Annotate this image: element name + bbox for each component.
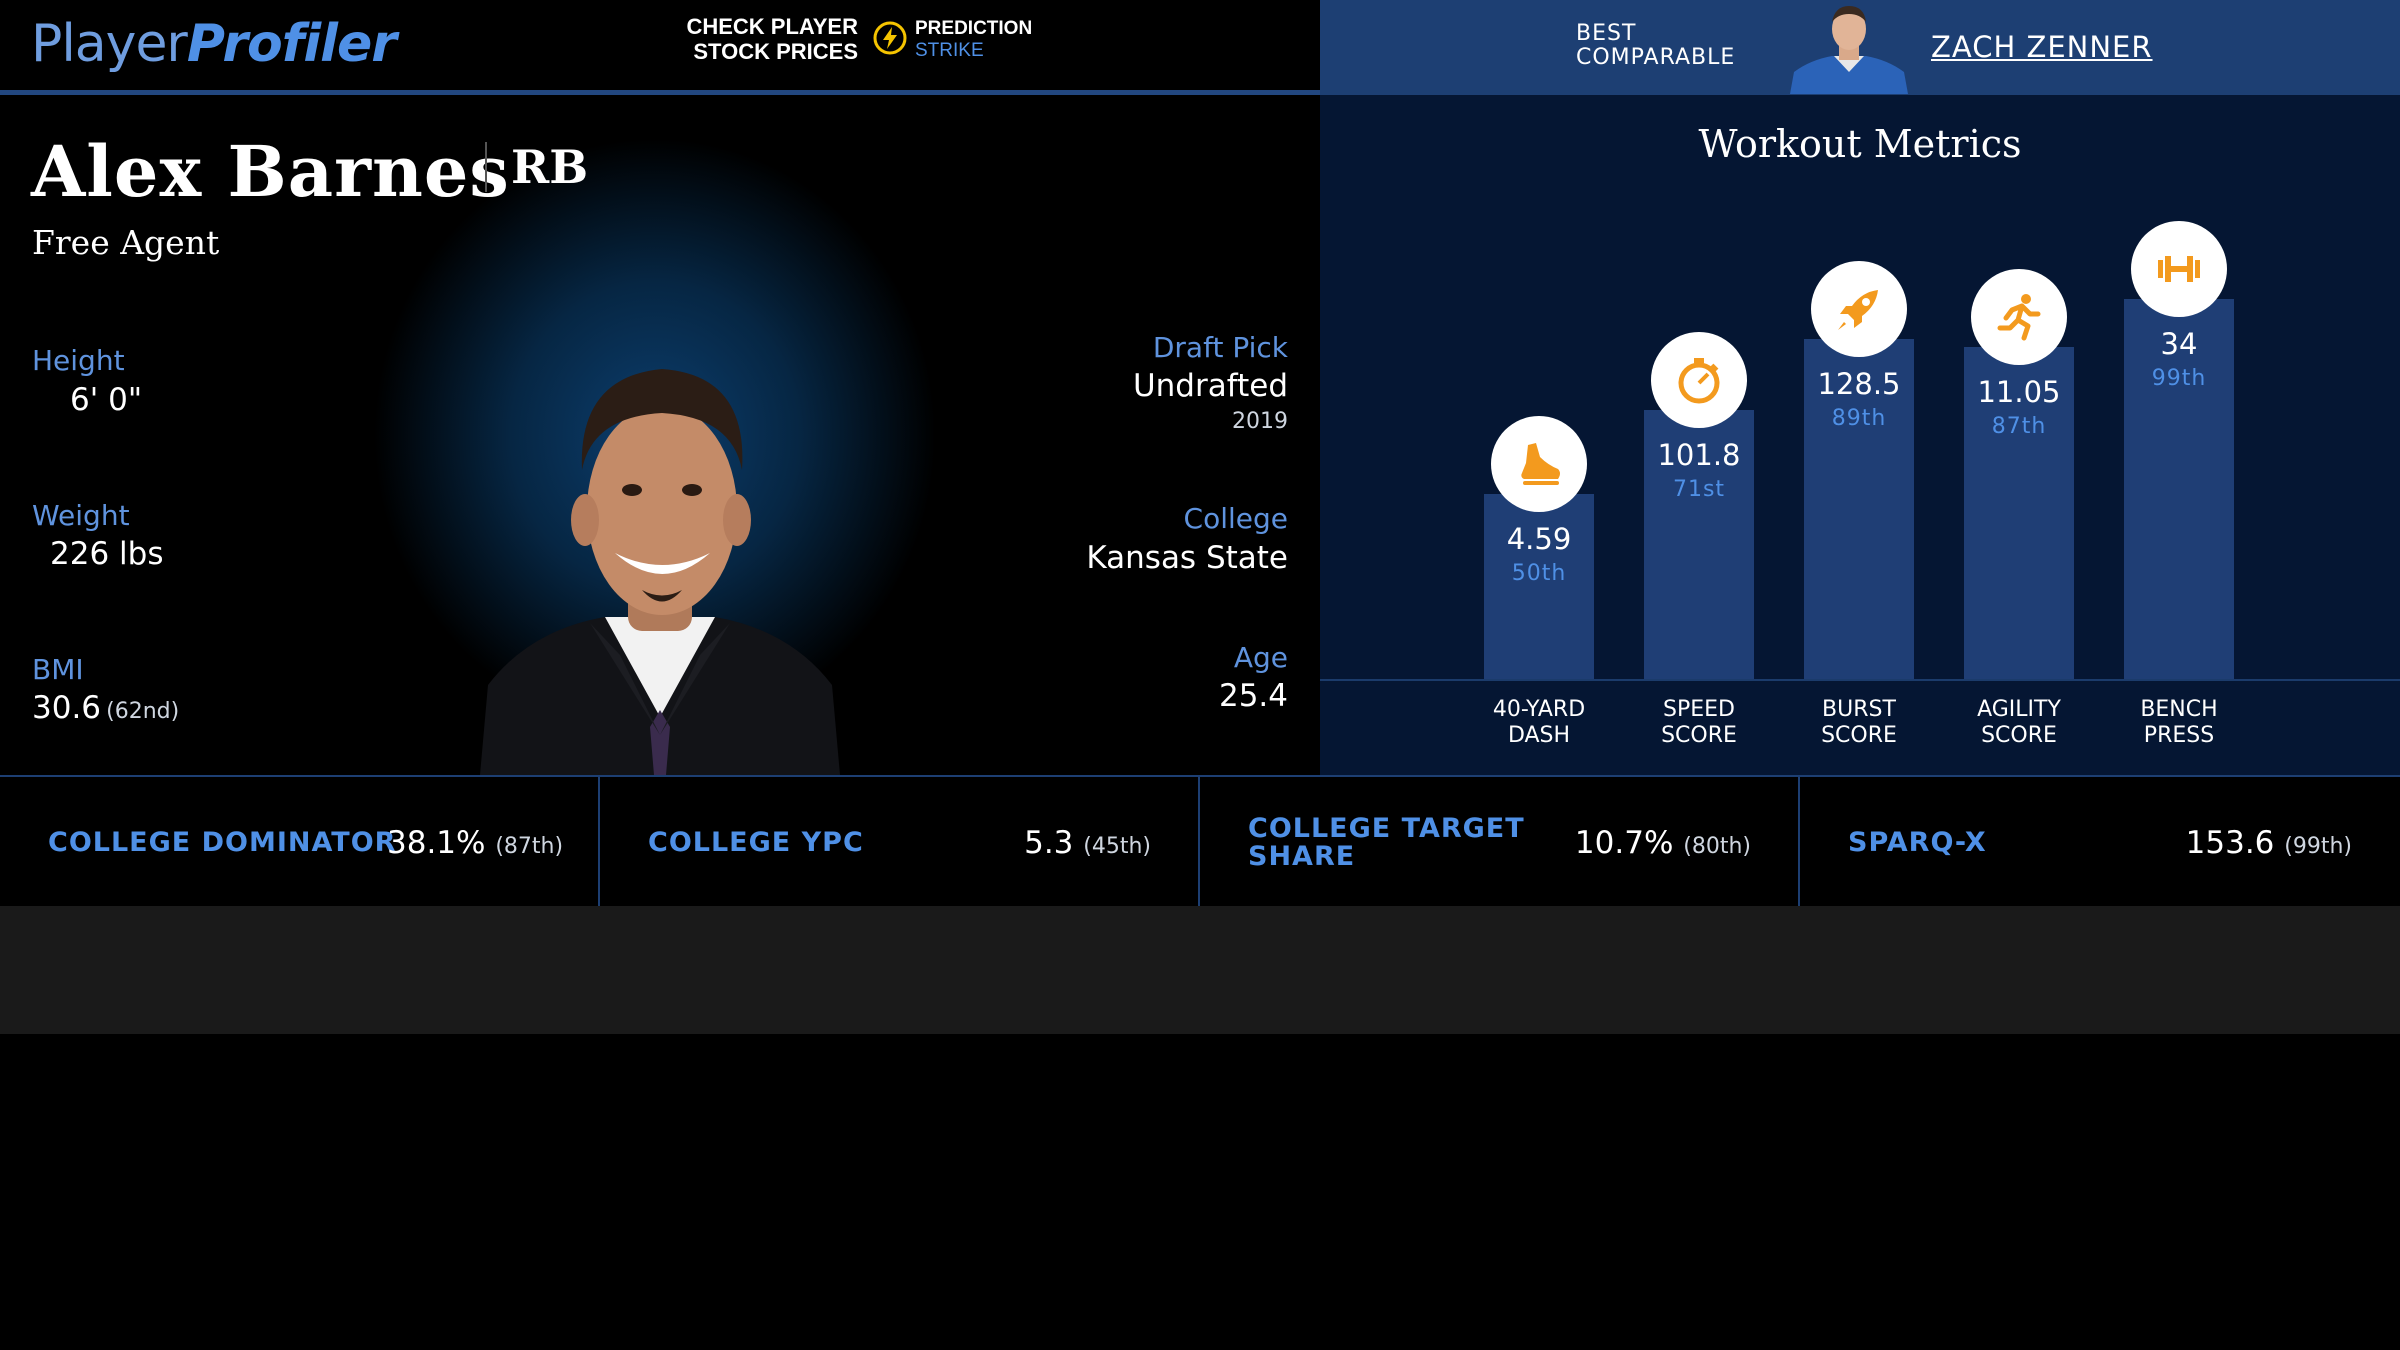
divider <box>1798 777 1800 906</box>
player-position: RB <box>511 140 589 194</box>
metric-icon-badge <box>2131 221 2227 317</box>
player-team: Free Agent <box>32 223 220 262</box>
height-label: Height <box>32 344 125 377</box>
metric-value: 34 <box>2160 327 2198 361</box>
college-dominator-label: COLLEGE DOMINATOR <box>48 827 397 858</box>
draft-pick-value: Undrafted <box>1132 368 1288 404</box>
metric-percentile: 50th <box>1511 561 1567 586</box>
metric-value: 4.59 <box>1506 522 1572 556</box>
metric-icon-badge <box>1651 332 1747 429</box>
workout-title: Workout Metrics <box>1698 122 2022 166</box>
metric-bar <box>1964 346 2074 679</box>
draft-year: 2019 <box>1232 409 1288 434</box>
metric-label: SPEED SCORE <box>1661 697 1737 748</box>
height-value: 6' 0" <box>70 382 143 418</box>
metric-label: BURST SCORE <box>1821 697 1897 748</box>
sparq-x-label: SPARQ-X <box>1848 827 1987 858</box>
footer-strip <box>0 906 2400 1034</box>
bmi-rank: (62nd) <box>106 699 180 724</box>
header-bar <box>0 0 1320 95</box>
metric-label: 40-YARD DASH <box>1492 697 1586 748</box>
metric-percentile: 89th <box>1831 405 1887 431</box>
metric-label: AGILITY SCORE <box>1977 697 2061 748</box>
runner-icon <box>1997 293 2041 341</box>
college-ypc-value: 5.3 (45th) <box>1024 825 1151 861</box>
bmi-value: 30.6 <box>32 690 102 726</box>
comparable-player-link[interactable]: ZACH ZENNER <box>1931 30 2153 64</box>
college-target-share-label: COLLEGE TARGET SHARE <box>1248 813 1525 872</box>
metric-icon-badge <box>1491 416 1587 512</box>
stopwatch-icon <box>1678 358 1720 404</box>
metric-bar <box>2124 299 2234 679</box>
best-comparable-label: BEST COMPARABLE <box>1576 21 1736 70</box>
metric-label: BENCH PRESS <box>2140 697 2218 748</box>
player-name: Alex Barnes <box>31 130 510 213</box>
metric-icon-badge <box>1971 268 2067 365</box>
sparq-x-value: 153.6 (99th) <box>2185 825 2352 861</box>
metric-bar <box>1804 338 1914 679</box>
player-photo <box>480 369 840 775</box>
prediction-strike-logo[interactable]: PREDICTION STRIKE <box>915 18 1033 61</box>
weight-value: 226 lbs <box>50 536 164 572</box>
college-dominator-value: 38.1% (87th) <box>387 825 564 861</box>
bar-baseline <box>1320 679 2400 681</box>
metric-percentile: 87th <box>1991 413 2047 439</box>
draft-pick-label: Draft Pick <box>1152 331 1288 364</box>
lightning-bolt-icon <box>873 21 907 55</box>
bottom-stats-bar <box>0 775 2400 908</box>
college-target-share-value: 10.7% (80th) <box>1574 825 1751 861</box>
metric-icon-badge <box>1811 260 1907 357</box>
college-value: Kansas State <box>1086 540 1288 576</box>
college-ypc-label: COLLEGE YPC <box>648 827 864 858</box>
divider <box>485 142 487 192</box>
metric-percentile: 71st <box>1672 477 1726 503</box>
metric-value: 11.05 <box>1977 374 2061 409</box>
metric-percentile: 99th <box>2151 366 2207 391</box>
weight-label: Weight <box>32 499 130 532</box>
metric-bar <box>1484 494 1594 679</box>
metric-bar <box>1644 410 1754 679</box>
bmi-value-row: 30.6 (62nd) <box>32 690 179 726</box>
age-label: Age <box>1233 641 1288 674</box>
age-value: 25.4 <box>1218 678 1288 714</box>
divider <box>598 777 600 906</box>
divider <box>1198 777 1200 906</box>
comparable-player-photo[interactable] <box>1790 2 1908 94</box>
site-logo[interactable]: PlayerProfiler <box>31 14 397 74</box>
metric-value: 101.8 <box>1657 438 1741 473</box>
shoe-icon <box>1521 443 1560 485</box>
college-label: College <box>1183 502 1288 535</box>
dumbbell-icon <box>2158 256 2200 282</box>
promo-link[interactable]: CHECK PLAYER STOCK PRICES <box>686 14 858 64</box>
metric-value: 128.5 <box>1817 366 1901 401</box>
bmi-label: BMI <box>32 653 84 686</box>
rocket-icon <box>1838 289 1878 330</box>
